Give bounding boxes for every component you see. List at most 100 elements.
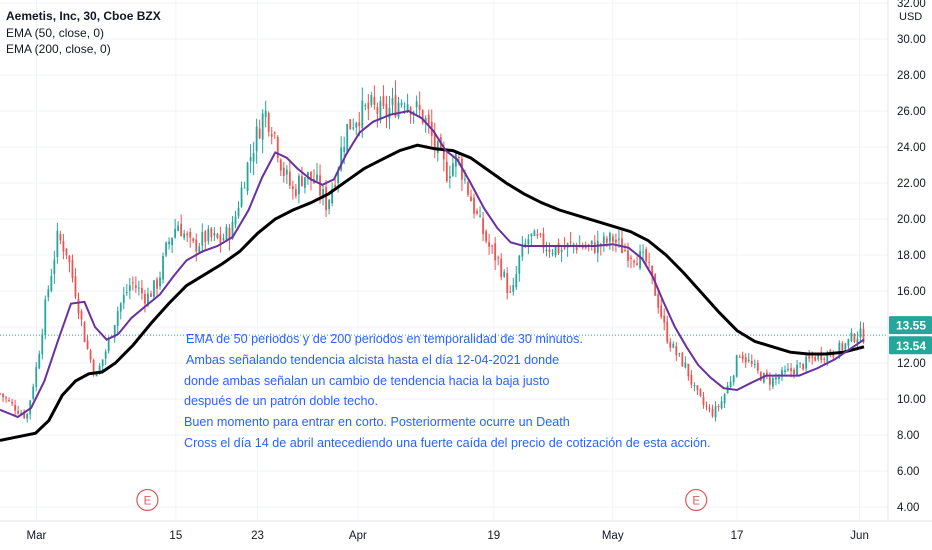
candle-body	[485, 231, 487, 242]
candle-body	[219, 234, 222, 243]
candle-body	[222, 238, 225, 241]
price-label-text: 13.55	[896, 319, 926, 333]
annotation-line-4: después de un patrón doble techo.	[184, 394, 378, 409]
candle-body	[276, 137, 279, 159]
candle-body	[642, 251, 644, 253]
candle-body	[267, 113, 270, 132]
candle-body	[539, 233, 542, 235]
candle-body	[316, 174, 318, 181]
x-axis: Mar 15 23 Apr 19 May 17 Jun	[27, 530, 869, 542]
candle-body	[651, 265, 654, 276]
currency-label: USD	[899, 11, 922, 23]
candle-body	[796, 364, 798, 376]
candle-body	[557, 243, 560, 254]
candle-body	[153, 280, 155, 297]
candle-body	[291, 186, 294, 190]
x-tick-label: Mar	[27, 530, 47, 542]
candle-body	[551, 253, 554, 255]
candle-body	[515, 274, 518, 288]
candle-body	[723, 394, 726, 404]
candle-body	[805, 356, 808, 369]
chart-annotation-text[interactable]: EMA de 50 periodos y de 200 periodos en …	[184, 329, 710, 454]
candle-body	[26, 413, 29, 419]
candle-body	[213, 232, 216, 236]
candle-body	[753, 364, 756, 366]
candle-body	[856, 338, 859, 343]
candle-body	[820, 352, 823, 361]
candle-body	[376, 107, 379, 114]
legend-ema200[interactable]: EMA (200, close, 0)	[6, 42, 111, 56]
candle-body	[808, 356, 811, 359]
candle-body	[264, 110, 267, 118]
candle-body	[150, 293, 152, 297]
candle-body	[548, 249, 551, 253]
y-tick-label: 18.00	[897, 250, 926, 262]
candle-body	[445, 161, 448, 182]
candle-body	[747, 359, 750, 362]
candle-body	[533, 230, 536, 236]
candle-body	[80, 311, 83, 320]
candle-body	[470, 196, 472, 202]
legend-ema50[interactable]: EMA (50, close, 0)	[6, 25, 105, 40]
y-tick-label: 30.00	[897, 34, 926, 46]
candle-body	[128, 285, 131, 291]
candle-body	[216, 233, 219, 238]
earnings-marker[interactable]: E	[136, 488, 159, 512]
candle-body	[165, 242, 167, 256]
candle-body	[328, 199, 330, 210]
candle-body	[246, 162, 249, 192]
candle-body	[65, 248, 68, 256]
candle-body	[500, 258, 503, 277]
candle-body	[826, 352, 829, 362]
candle-body	[107, 338, 110, 351]
candle-body	[74, 276, 77, 297]
annotation-line-3: donde ambas señalan un cambio de tendenc…	[184, 373, 550, 388]
legend-symbol-title: Aemetis, Inc, 30, Cboe BZX	[6, 9, 161, 23]
candle-body	[388, 107, 391, 119]
annotation-line-5: Buen momento para entrar en corto. Poste…	[184, 415, 570, 430]
y-tick-label: 16.00	[897, 286, 926, 298]
candle-body	[521, 244, 524, 257]
candle-body	[847, 339, 850, 346]
candle-body	[243, 187, 246, 189]
candle-body	[572, 243, 575, 245]
candle-body	[301, 176, 303, 186]
candle-body	[68, 255, 71, 263]
candle-body	[663, 315, 666, 323]
candle-body	[657, 294, 660, 308]
candle-body	[756, 362, 759, 371]
candle-body	[563, 246, 566, 249]
candle-body	[134, 285, 137, 288]
candle-body	[298, 175, 300, 195]
candle-body	[518, 255, 521, 274]
y-tick-label: 4.00	[897, 502, 919, 514]
candle-body	[690, 375, 693, 385]
candle-body	[11, 401, 13, 404]
candle-body	[702, 396, 705, 405]
y-tick-label: 8.00	[897, 430, 919, 442]
price-labels: 13.55 13.54	[889, 316, 932, 355]
candle-body	[645, 249, 648, 262]
earnings-marker[interactable]: E	[685, 488, 708, 512]
candle-body	[83, 321, 86, 343]
candle-body	[92, 360, 95, 375]
candle-body	[696, 385, 699, 391]
candle-body	[811, 356, 814, 358]
candle-body	[189, 232, 192, 238]
x-tick-label: 19	[487, 530, 500, 542]
candle-body	[793, 369, 795, 375]
candle-body	[627, 250, 629, 261]
candle-body	[448, 176, 451, 179]
candle-body	[554, 246, 557, 256]
candle-body	[204, 231, 207, 242]
candle-body	[322, 189, 324, 196]
candle-body	[0, 393, 1, 395]
candle-body	[814, 357, 817, 361]
candle-body	[162, 255, 164, 280]
candle-body	[506, 272, 509, 293]
candle-body	[346, 123, 349, 152]
candle-body	[125, 292, 128, 294]
candle-body	[89, 350, 92, 360]
